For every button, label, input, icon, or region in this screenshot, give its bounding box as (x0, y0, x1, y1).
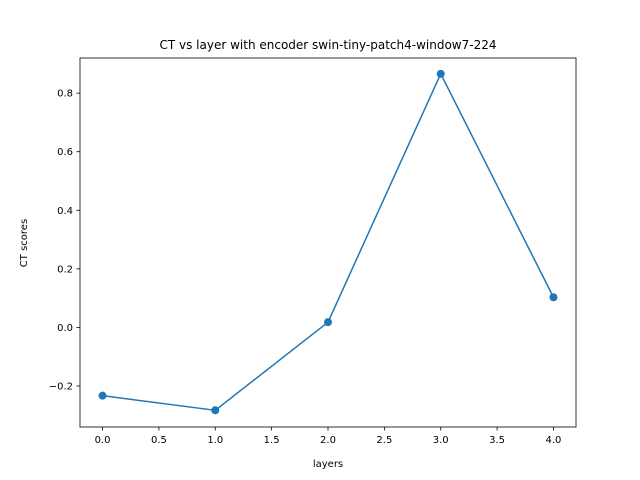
y-axis-label: CT scores (19, 219, 30, 267)
data-point (98, 391, 107, 400)
y-tick-label: 0.8 (57, 89, 73, 100)
y-tick-label: 0.2 (57, 264, 73, 275)
y-tick-label: 0.6 (57, 147, 73, 158)
y-tick-label: 0.4 (57, 206, 73, 217)
data-point (211, 406, 220, 415)
x-tick-label: 3.5 (489, 435, 505, 446)
x-tick-label: 1.0 (207, 435, 223, 446)
x-tick-label: 3.0 (433, 435, 449, 446)
plot-area: 0.0 0.5 1.0 1.5 2.0 2.5 3.0 3.5 4.0 −0.2 0.0 0.2 0.4… (49, 57, 577, 446)
chart-title: CT vs layer with encoder swin-tiny-patch… (159, 38, 496, 52)
x-tick-label: 0.5 (151, 435, 167, 446)
x-tick-label: 2.5 (376, 435, 392, 446)
data-point (436, 69, 445, 78)
x-tick-label: 1.5 (264, 435, 280, 446)
y-tick-label: 0.0 (57, 323, 73, 334)
data-point (549, 293, 558, 302)
x-tick-label: 4.0 (546, 435, 562, 446)
x-tick-label: 2.0 (320, 435, 336, 446)
axes-frame (79, 57, 577, 428)
x-tick-label: 0.0 (95, 435, 111, 446)
data-point (324, 318, 332, 327)
x-axis-label: layers (313, 459, 343, 470)
y-tick-label: −0.2 (49, 382, 73, 393)
